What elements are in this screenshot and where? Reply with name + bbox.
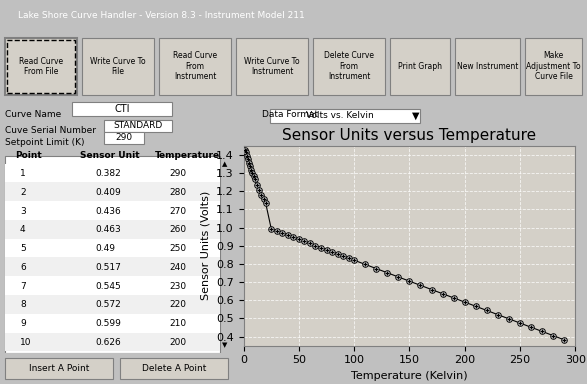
Text: Volts vs. Kelvin: Volts vs. Kelvin [306,111,374,120]
FancyBboxPatch shape [5,38,77,95]
FancyBboxPatch shape [104,120,172,132]
Text: Write Curve To
File: Write Curve To File [90,56,146,76]
FancyBboxPatch shape [236,38,308,95]
Text: ▼: ▼ [412,111,420,121]
FancyBboxPatch shape [455,38,520,95]
Text: Curve Name: Curve Name [5,110,61,119]
Text: 260: 260 [170,225,187,234]
FancyBboxPatch shape [5,295,220,314]
Text: 0.545: 0.545 [95,281,121,291]
Text: 9: 9 [20,319,26,328]
Text: Insert A Point: Insert A Point [29,364,89,373]
Y-axis label: Sensor Units (Volts): Sensor Units (Volts) [201,191,211,300]
Text: 0.463: 0.463 [95,225,121,234]
Text: 3: 3 [20,207,26,215]
Text: 230: 230 [170,281,187,291]
Text: Temperature: Temperature [155,151,220,160]
FancyBboxPatch shape [5,201,220,220]
FancyBboxPatch shape [313,38,385,95]
Text: 0.626: 0.626 [95,338,121,347]
FancyBboxPatch shape [390,38,450,95]
Text: 210: 210 [170,319,187,328]
FancyBboxPatch shape [5,239,220,258]
FancyBboxPatch shape [5,314,220,333]
Text: New Instrument: New Instrument [457,62,518,71]
FancyBboxPatch shape [5,358,113,379]
Text: 0.49: 0.49 [95,244,115,253]
Text: Make
Adjustment To
Curve File: Make Adjustment To Curve File [526,51,581,81]
Text: 6: 6 [20,263,26,272]
Text: 0.409: 0.409 [95,188,121,197]
Text: 10: 10 [20,338,32,347]
FancyBboxPatch shape [5,258,220,276]
Text: CTI: CTI [114,104,130,114]
Text: Read Curve
From File: Read Curve From File [19,56,63,76]
Text: 0.572: 0.572 [95,300,121,310]
Text: 0.517: 0.517 [95,263,121,272]
Text: 8: 8 [20,300,26,310]
Text: Write Curve To
Instrument: Write Curve To Instrument [244,56,300,76]
FancyBboxPatch shape [5,182,220,201]
Text: 290: 290 [116,133,133,142]
Text: 200: 200 [170,338,187,347]
X-axis label: Temperature (Kelvin): Temperature (Kelvin) [351,371,468,381]
FancyBboxPatch shape [159,38,231,95]
Text: Lake Shore Curve Handler - Version 8.3 - Instrument Model 211: Lake Shore Curve Handler - Version 8.3 -… [18,11,305,20]
Text: 220: 220 [170,300,187,310]
Text: 2: 2 [20,188,26,197]
FancyBboxPatch shape [5,164,220,182]
FancyBboxPatch shape [72,102,172,116]
Text: 5: 5 [20,244,26,253]
FancyBboxPatch shape [525,38,582,95]
Text: 4: 4 [20,225,26,234]
Text: Read Curve
From
Instrument: Read Curve From Instrument [173,51,217,81]
FancyBboxPatch shape [5,156,220,353]
FancyBboxPatch shape [82,38,154,95]
FancyBboxPatch shape [270,109,420,123]
Text: 0.436: 0.436 [95,207,121,215]
Text: 280: 280 [170,188,187,197]
Text: Setpoint Limit (K): Setpoint Limit (K) [5,138,85,147]
Text: STANDARD: STANDARD [113,121,163,131]
Text: Delete Curve
From
Instrument: Delete Curve From Instrument [324,51,374,81]
FancyBboxPatch shape [104,132,144,144]
Text: ▲: ▲ [222,161,227,167]
Text: 290: 290 [170,169,187,178]
Text: 0.382: 0.382 [95,169,121,178]
Text: 0.599: 0.599 [95,319,121,328]
FancyBboxPatch shape [5,333,220,351]
FancyBboxPatch shape [5,276,220,295]
Text: Cuve Serial Number: Cuve Serial Number [5,126,96,135]
Text: Print Graph: Print Graph [398,62,442,71]
Text: 7: 7 [20,281,26,291]
Text: ▼: ▼ [222,343,227,348]
Text: Data Format: Data Format [262,110,318,119]
Text: 250: 250 [170,244,187,253]
Text: Sensor Unit: Sensor Unit [80,151,140,160]
Text: Delete A Point: Delete A Point [141,364,206,373]
FancyBboxPatch shape [5,220,220,239]
Text: 1: 1 [20,169,26,178]
FancyBboxPatch shape [120,358,228,379]
Text: 240: 240 [170,263,187,272]
Title: Sensor Units versus Temperature: Sensor Units versus Temperature [282,128,537,143]
Text: Point: Point [15,151,42,160]
Text: 270: 270 [170,207,187,215]
